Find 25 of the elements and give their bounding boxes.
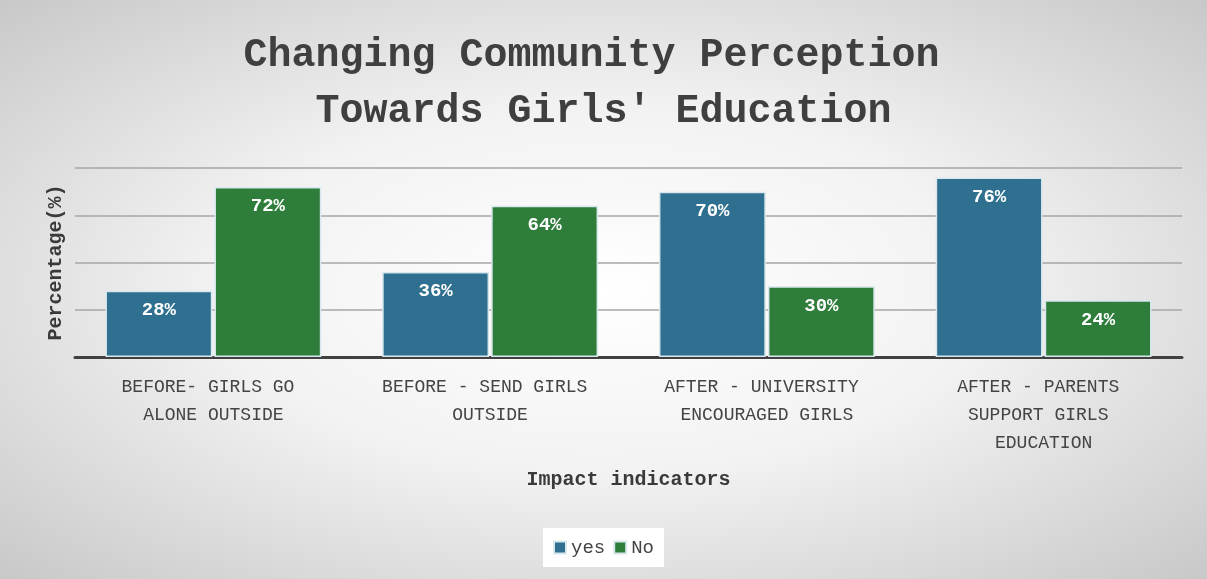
data-label: 28% bbox=[141, 299, 177, 322]
y-axis-title: Percentage(%) bbox=[43, 184, 67, 341]
bar bbox=[935, 177, 1043, 357]
bar bbox=[214, 186, 322, 357]
x-tick-label: BEFORE - SEND GIRLS OUTSIDE bbox=[382, 377, 599, 425]
bar bbox=[1044, 300, 1152, 357]
bar bbox=[382, 271, 490, 357]
x-tick-label: BEFORE- GIRLS GO ALONE OUTSIDE bbox=[121, 377, 306, 425]
data-label: 30% bbox=[804, 294, 840, 317]
bar bbox=[767, 286, 875, 357]
bar bbox=[105, 290, 213, 357]
data-label: 70% bbox=[695, 200, 731, 223]
x-axis-title: Impact indicators bbox=[526, 467, 731, 491]
legend-label: No bbox=[631, 536, 655, 559]
data-label: 36% bbox=[418, 280, 454, 303]
x-tick-label: AFTER - UNIVERSITY ENCOURAGED GIRLS bbox=[664, 377, 870, 425]
legend-label: yes bbox=[571, 536, 606, 559]
bar bbox=[658, 191, 766, 357]
x-tick-label: AFTER - PARENTS SUPPORT GIRLS EDUCATION bbox=[957, 377, 1131, 453]
data-label: 24% bbox=[1081, 308, 1116, 331]
chart-title: Changing Community Perception Towards Girls' Education bbox=[243, 32, 964, 134]
data-label: 64% bbox=[527, 214, 563, 237]
data-label: 76% bbox=[972, 185, 1007, 208]
bar bbox=[491, 205, 599, 357]
data-label: 72% bbox=[250, 195, 286, 218]
